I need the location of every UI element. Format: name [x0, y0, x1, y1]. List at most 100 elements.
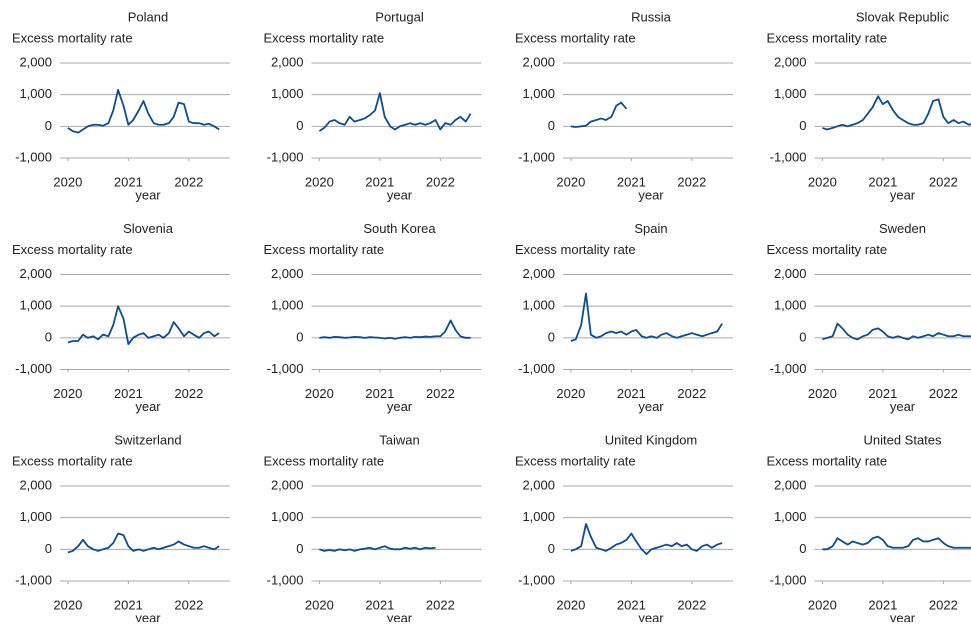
y-tick-label: -1,000: [770, 149, 807, 164]
x-axis-label: year: [135, 187, 161, 202]
y-tick-label: 2,000: [271, 54, 304, 69]
x-axis-label: year: [890, 187, 916, 202]
y-tick-label: 0: [296, 329, 303, 344]
y-axis-label: Excess mortality rate: [515, 242, 636, 257]
y-tick-label: -1,000: [15, 572, 52, 587]
y-tick-label: -1,000: [518, 361, 555, 376]
y-tick-label: 0: [296, 541, 303, 556]
y-tick-label: 2,000: [271, 266, 304, 281]
x-tick-label: 2020: [305, 597, 334, 612]
x-tick-label: 2022: [174, 597, 203, 612]
panel: Taiwan Excess mortality rate -1,000 0 1,000 2…: [264, 432, 482, 622]
y-tick-label: -1,000: [518, 572, 555, 587]
panel-title: Portugal: [375, 9, 424, 24]
data-line: [822, 96, 971, 129]
y-axis-label: Excess mortality rate: [767, 30, 888, 45]
x-tick-label: 2020: [305, 174, 334, 189]
x-tick-label: 2020: [808, 174, 837, 189]
y-tick-label: 1,000: [19, 298, 52, 313]
panel-title: United Kingdom: [605, 432, 698, 447]
data-line: [319, 546, 435, 551]
x-axis-label: year: [638, 187, 664, 202]
x-tick-label: 2022: [426, 386, 455, 401]
panel-title: Spain: [634, 221, 667, 236]
y-tick-label: 1,000: [774, 298, 807, 313]
y-tick-label: 0: [296, 118, 303, 133]
y-tick-label: 1,000: [522, 86, 555, 101]
x-tick-label: 2022: [174, 174, 203, 189]
data-line: [319, 320, 470, 338]
y-tick-label: 0: [799, 541, 806, 556]
y-tick-label: -1,000: [15, 361, 52, 376]
y-tick-label: 2,000: [271, 477, 304, 492]
y-tick-label: -1,000: [267, 149, 304, 164]
y-tick-label: 1,000: [774, 509, 807, 524]
panel-title: Taiwan: [379, 432, 419, 447]
y-tick-label: -1,000: [518, 149, 555, 164]
x-tick-label: 2022: [426, 174, 455, 189]
x-axis-label: year: [890, 610, 916, 622]
x-axis-label: year: [387, 399, 413, 414]
x-tick-label: 2022: [677, 386, 706, 401]
panel-title: Poland: [128, 9, 168, 24]
data-line: [822, 537, 971, 550]
panel-title: United States: [863, 432, 942, 447]
y-tick-label: -1,000: [267, 361, 304, 376]
y-tick-label: 1,000: [774, 86, 807, 101]
x-tick-label: 2022: [929, 386, 958, 401]
x-tick-label: 2020: [53, 597, 82, 612]
y-tick-label: 2,000: [774, 54, 807, 69]
panel-title: Sweden: [879, 221, 926, 236]
y-axis-label: Excess mortality rate: [264, 242, 385, 257]
y-tick-label: 1,000: [19, 509, 52, 524]
y-tick-label: 1,000: [522, 298, 555, 313]
panel-title: Switzerland: [114, 432, 181, 447]
panel: United Kingdom Excess mortality rate -1,00…: [515, 432, 733, 622]
x-axis-label: year: [638, 610, 664, 622]
x-axis-label: year: [135, 610, 161, 622]
y-axis-label: Excess mortality rate: [264, 453, 385, 468]
y-axis-label: Excess mortality rate: [515, 453, 636, 468]
x-tick-label: 2020: [808, 597, 837, 612]
y-tick-label: 1,000: [271, 509, 304, 524]
y-axis-label: Excess mortality rate: [264, 30, 385, 45]
x-axis-label: year: [890, 399, 916, 414]
panel: United States Excess mortality rate -1,000…: [767, 432, 971, 622]
x-tick-label: 2020: [556, 174, 585, 189]
y-tick-label: 2,000: [19, 54, 52, 69]
panel: Portugal Excess mortality rate -1,000 0 1,00…: [264, 9, 482, 202]
x-axis-label: year: [387, 187, 413, 202]
y-axis-label: Excess mortality rate: [767, 453, 888, 468]
y-tick-label: -1,000: [770, 361, 807, 376]
y-axis-label: Excess mortality rate: [12, 453, 133, 468]
panel: Slovak Republic Excess mortality rate -1,0…: [767, 9, 971, 202]
data-line: [319, 93, 470, 131]
panel-title: Russia: [631, 9, 672, 24]
y-axis-label: Excess mortality rate: [12, 30, 133, 45]
x-axis-label: year: [387, 610, 413, 622]
y-tick-label: 1,000: [271, 86, 304, 101]
data-line: [68, 306, 219, 344]
y-tick-label: 0: [548, 329, 555, 344]
y-tick-label: 2,000: [522, 477, 555, 492]
x-tick-label: 2022: [677, 597, 706, 612]
y-tick-label: -1,000: [267, 572, 304, 587]
y-tick-label: 0: [799, 329, 806, 344]
x-tick-label: 2022: [929, 597, 958, 612]
data-line: [822, 324, 971, 340]
panel-title: Slovak Republic: [856, 9, 950, 24]
y-tick-label: -1,000: [770, 572, 807, 587]
x-axis-label: year: [135, 399, 161, 414]
y-tick-label: 2,000: [774, 266, 807, 281]
y-tick-label: 0: [799, 118, 806, 133]
y-tick-label: 1,000: [271, 298, 304, 313]
y-tick-label: 0: [45, 118, 52, 133]
x-tick-label: 2020: [556, 386, 585, 401]
x-tick-label: 2022: [929, 174, 958, 189]
